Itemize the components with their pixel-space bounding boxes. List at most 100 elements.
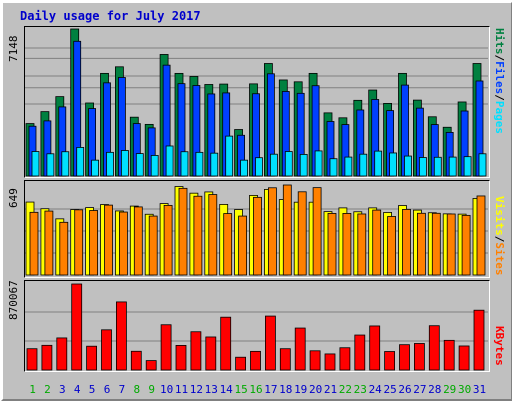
kbytes-bar (205, 336, 217, 371)
day-tick-label: 22 (339, 383, 352, 396)
day-tick-label: 26 (398, 383, 411, 396)
kbytes-bar (384, 351, 396, 371)
kbytes-bar (235, 356, 247, 371)
kbytes-bar (86, 345, 97, 371)
pages-bar (76, 147, 85, 177)
pages-bar (225, 135, 234, 177)
kbytes-bar (279, 348, 291, 371)
pages-bar (374, 150, 383, 177)
sites-bar (208, 194, 218, 276)
day-tick-label: 21 (324, 383, 337, 396)
day-tick-label: 7 (119, 383, 126, 396)
mid-ymax-label: 649 (7, 188, 20, 208)
sites-bar (253, 196, 262, 276)
pages-bar (165, 145, 174, 177)
kbytes-bar (175, 345, 187, 371)
day-tick-label: 23 (354, 383, 367, 396)
sites-bar (282, 184, 292, 276)
day-tick-label: 8 (133, 383, 140, 396)
sites-bar (476, 195, 486, 276)
legend-files: Files (493, 61, 506, 95)
sites-bar (312, 187, 322, 276)
kbytes-bar (130, 350, 142, 371)
day-tick-label: 1 (29, 383, 36, 396)
kbytes-bar (473, 309, 485, 371)
pages-bar (91, 159, 99, 177)
sites-bar (238, 215, 248, 276)
sites-bar (446, 213, 456, 276)
day-tick-label: 5 (89, 383, 96, 396)
day-tick-label: 15 (234, 383, 247, 396)
sites-bar (74, 209, 84, 276)
sites-bar (104, 204, 113, 276)
sites-bar (193, 195, 203, 276)
sites-bar (133, 206, 143, 276)
kbytes-bar (145, 360, 157, 371)
kbytes-bar (458, 345, 470, 371)
pages-bar (329, 158, 338, 177)
kbytes-bar (56, 337, 68, 371)
sites-bar (461, 214, 471, 276)
sites-bar (342, 213, 352, 276)
pages-bar (121, 150, 129, 177)
kbytes-bar (220, 316, 232, 371)
kbytes-bar (101, 329, 112, 371)
pages-bar (195, 151, 204, 177)
sites-bar (163, 204, 173, 276)
day-tick-label: 30 (458, 383, 471, 396)
day-tick-label: 17 (264, 383, 277, 396)
pages-bar (433, 156, 442, 177)
pages-bar (46, 153, 55, 177)
pages-bar (389, 152, 398, 177)
day-tick-label: 29 (443, 383, 456, 396)
pages-bar (135, 153, 144, 177)
top-ymax-label: 7148 (7, 35, 20, 63)
kbytes-bar (250, 350, 261, 371)
day-tick-label: 3 (59, 383, 66, 396)
legend-hits: Hits (493, 28, 506, 55)
day-tick-label: 20 (309, 383, 322, 396)
kbytes-bar (294, 327, 306, 371)
kbytes-bar (413, 343, 425, 371)
top-legend: Hits/Files/Pages (493, 28, 506, 134)
sites-bar (29, 211, 39, 276)
sites-bar (431, 212, 441, 276)
kbytes-bar (41, 344, 53, 371)
day-tick-label: 14 (220, 383, 234, 396)
day-tick-label: 10 (160, 383, 173, 396)
sites-bar (372, 209, 382, 276)
pages-bar (299, 154, 308, 177)
kbytes-bar (160, 324, 172, 371)
kbytes-bar (428, 325, 440, 371)
legend-sites: Sites (493, 242, 506, 276)
sites-bar (89, 210, 98, 276)
pages-bar (418, 157, 427, 177)
legend-pages: Pages (493, 100, 506, 134)
day-tick-label: 25 (383, 383, 396, 396)
kbytes-bar (116, 301, 127, 371)
pages-bar (269, 153, 278, 177)
pages-bar (255, 157, 263, 177)
legend-visits: Visits (493, 196, 506, 236)
bottom-ymax-label: 870067 (7, 280, 20, 320)
kbytes-bar (354, 334, 366, 371)
kbytes-bar (309, 350, 321, 371)
sites-bar (327, 213, 337, 276)
pages-bar (478, 153, 487, 177)
kbytes-bar (190, 331, 202, 371)
pages-bar (284, 151, 293, 177)
day-tick-label: 31 (473, 383, 486, 396)
kbytes-bar (324, 353, 336, 371)
day-tick-label: 12 (190, 383, 203, 396)
sites-bar (223, 213, 233, 276)
pages-bar (240, 159, 249, 177)
day-tick-label: 28 (428, 383, 441, 396)
sites-bar (297, 191, 307, 276)
pages-bar (106, 151, 114, 177)
sites-bar (416, 212, 426, 276)
sites-bar (119, 211, 128, 276)
kbytes-bar (339, 347, 351, 371)
day-tick-label: 13 (205, 383, 218, 396)
